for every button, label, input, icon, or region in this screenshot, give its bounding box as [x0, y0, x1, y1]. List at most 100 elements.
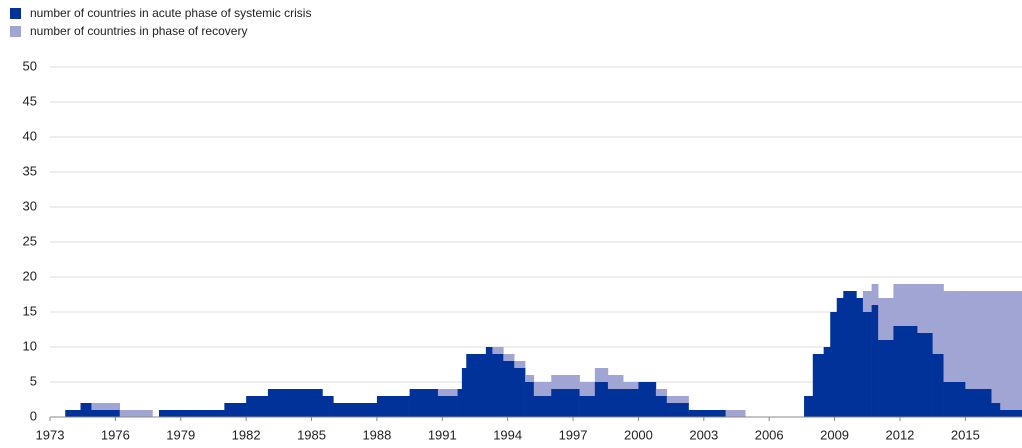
y-tick-label: 20	[23, 268, 37, 283]
area-step	[812, 354, 824, 417]
area-step	[638, 382, 657, 417]
area-step	[461, 368, 467, 417]
y-tick-label: 5	[30, 373, 37, 388]
area-step	[485, 347, 493, 417]
area-step	[579, 396, 596, 417]
area-step	[1000, 291, 1022, 410]
area-step	[514, 368, 526, 417]
y-tick-label: 30	[23, 198, 37, 213]
x-tick-label: 2009	[820, 427, 849, 442]
area-step	[623, 382, 639, 389]
area-step	[158, 410, 225, 417]
area-step	[437, 396, 458, 417]
area-step	[409, 389, 439, 417]
area-step	[836, 298, 844, 417]
area-step	[594, 368, 609, 382]
area-step	[1000, 410, 1022, 417]
area-step	[492, 354, 504, 417]
area-step	[503, 361, 515, 417]
x-tick-label: 1991	[428, 427, 457, 442]
area-step	[804, 396, 814, 417]
area-step	[871, 284, 879, 305]
area-step	[224, 403, 247, 417]
area-step	[579, 382, 596, 396]
area-step	[333, 403, 378, 417]
area-step	[871, 305, 879, 417]
area-step	[525, 375, 535, 382]
area-step	[376, 396, 410, 417]
area-step	[932, 284, 944, 354]
area-step	[862, 291, 872, 312]
area-step	[878, 298, 894, 340]
area-step	[65, 410, 81, 417]
area-step	[666, 396, 689, 403]
x-tick-label: 2015	[951, 427, 980, 442]
x-tick-label: 1997	[559, 427, 588, 442]
area-step	[551, 389, 580, 417]
area-step	[246, 396, 269, 417]
area-step	[466, 354, 487, 417]
area-step	[917, 333, 933, 417]
legend: number of countries in acute phase of sy…	[10, 6, 311, 38]
area-step	[917, 284, 933, 333]
area-step	[823, 347, 831, 417]
area-step	[932, 354, 944, 417]
y-tick-label: 40	[23, 128, 37, 143]
area-step	[492, 347, 504, 354]
legend-label: number of countries in phase of recovery	[30, 24, 247, 38]
area-step	[437, 389, 458, 396]
area-step	[623, 389, 639, 417]
y-tick-label: 50	[23, 58, 37, 73]
x-tick-label: 2012	[885, 427, 914, 442]
area-step	[991, 403, 1001, 417]
legend-swatch	[10, 8, 21, 19]
x-tick-label: 1976	[101, 427, 130, 442]
y-tick-label: 10	[23, 338, 37, 353]
area-step	[943, 291, 966, 382]
legend-label: number of countries in acute phase of sy…	[30, 6, 311, 20]
y-tick-label: 45	[23, 93, 37, 108]
area-step	[843, 291, 857, 417]
y-tick-label: 35	[23, 163, 37, 178]
area-step	[688, 410, 726, 417]
x-tick-label: 2003	[689, 427, 718, 442]
area-step	[965, 389, 992, 417]
area-step	[607, 375, 624, 389]
y-tick-label: 0	[30, 408, 37, 423]
legend-swatch	[10, 26, 21, 37]
area-step	[525, 382, 535, 417]
area-step	[991, 291, 1001, 403]
area-step	[457, 389, 463, 417]
area-step	[80, 403, 92, 417]
x-tick-label: 2000	[624, 427, 653, 442]
y-tick-label: 15	[23, 303, 37, 318]
area-step	[893, 284, 918, 326]
area-step	[514, 361, 526, 368]
x-tick-label: 1994	[493, 427, 522, 442]
area-step	[533, 382, 552, 396]
x-tick-label: 1985	[297, 427, 326, 442]
area-step	[607, 389, 624, 417]
area-step	[91, 403, 121, 410]
area-step	[91, 410, 121, 417]
area-step	[725, 410, 746, 417]
area-step	[830, 312, 838, 417]
area-step	[943, 382, 966, 417]
x-tick-label: 1973	[36, 427, 65, 442]
area-step	[856, 298, 864, 417]
y-tick-label: 25	[23, 233, 37, 248]
area-step	[533, 396, 552, 417]
area-step	[551, 375, 580, 389]
x-tick-label: 1979	[166, 427, 195, 442]
area-step	[322, 396, 334, 417]
area-step	[119, 410, 153, 417]
area-step	[666, 403, 689, 417]
x-tick-label: 1988	[362, 427, 391, 442]
area-step	[655, 389, 668, 396]
area-step	[893, 326, 918, 417]
area-step	[655, 396, 668, 417]
area-step	[862, 312, 872, 417]
x-tick-label: 1982	[232, 427, 261, 442]
